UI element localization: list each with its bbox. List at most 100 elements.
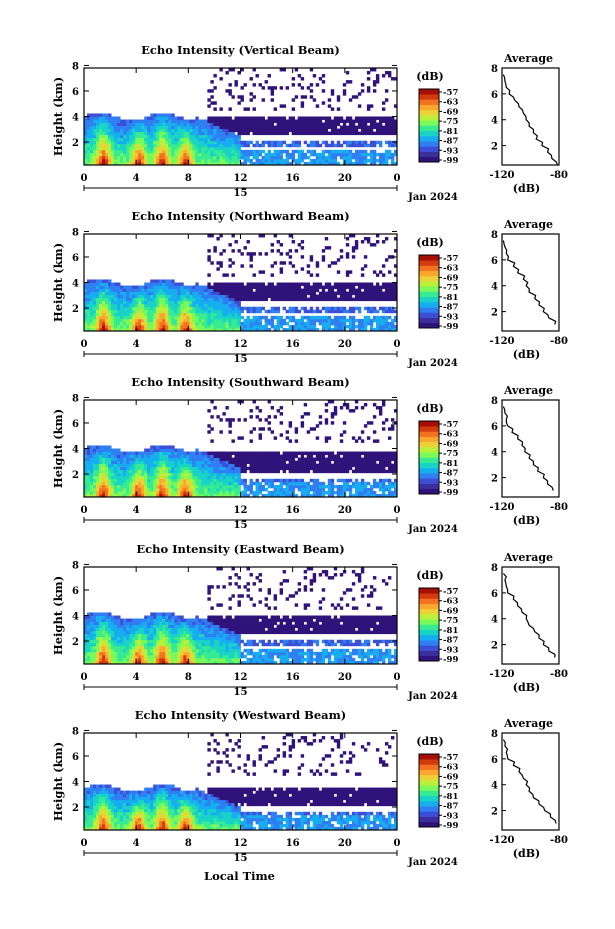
heatmap-cell (273, 125, 278, 130)
heatmap-cell (171, 279, 175, 283)
heatmap-cell (366, 318, 371, 323)
heatmap-cell (384, 158, 389, 163)
heatmap-cell (129, 285, 133, 289)
heatmap-cell (324, 282, 329, 286)
heatmap-cell (87, 300, 91, 305)
heatmap-cell (354, 400, 359, 404)
heatmap-cell (213, 122, 217, 126)
heatmap-cell (147, 324, 151, 329)
heatmap-cell (120, 297, 124, 302)
heatmap-cell (249, 457, 253, 462)
heatmap-cell (192, 484, 196, 489)
heatmap-cell (228, 430, 232, 434)
heatmap-cell (129, 309, 133, 314)
heatmap-cell (267, 469, 271, 474)
heatmap-cell (177, 327, 181, 332)
heatmap-cell (180, 454, 184, 458)
heatmap-cell (162, 146, 166, 151)
heatmap-cell (306, 430, 311, 434)
heatmap-cell (99, 472, 103, 477)
heatmap-cell (237, 161, 241, 166)
heatmap-cell (339, 478, 344, 483)
heatmap-cell (102, 291, 106, 296)
heatmap-cell (282, 466, 287, 471)
heatmap-cell (219, 161, 223, 166)
heatmap-cell (207, 309, 211, 314)
heatmap-cell (192, 137, 196, 142)
heatmap-cell (162, 469, 166, 474)
heatmap-cell (180, 315, 184, 320)
heatmap-cell (264, 158, 268, 163)
heatmap-cell (393, 77, 398, 81)
heatmap-cell (387, 451, 392, 455)
heatmap-cell (84, 327, 88, 332)
heatmap-cell (300, 466, 305, 471)
heatmap-cell (114, 457, 118, 462)
heatmap-cell (210, 285, 214, 289)
heatmap-cell (300, 116, 305, 120)
heatmap-cell (153, 282, 157, 286)
colorbar-segment (419, 452, 439, 458)
heatmap-cell (375, 240, 380, 244)
heatmap-cell (318, 285, 323, 289)
heatmap-cell (318, 415, 323, 419)
colorbar-tick-label: -87 (443, 469, 458, 479)
heatmap-cell (132, 152, 136, 157)
heatmap-cell (228, 291, 232, 296)
heatmap-cell (348, 309, 353, 314)
heatmap-cell (138, 460, 142, 465)
heatmap-cell (204, 155, 208, 160)
heatmap-cell (270, 282, 275, 286)
heatmap-cell (348, 152, 353, 157)
heatmap-cell (90, 633, 94, 638)
heatmap-cell (378, 158, 383, 163)
heatmap-cell (150, 451, 154, 455)
heatmap-cell (117, 161, 121, 166)
heatmap-cell (363, 324, 368, 329)
heatmap-cell (315, 487, 320, 492)
heatmap-cell (189, 155, 193, 160)
heatmap-cell (222, 490, 226, 495)
x-tick-label: 0 (81, 505, 88, 516)
heatmap-cell (144, 294, 148, 299)
heatmap-cell (99, 285, 103, 289)
heatmap-cell (300, 481, 305, 486)
heatmap-cell (243, 291, 247, 296)
heatmap-cell (132, 309, 136, 314)
heatmap-cell (216, 291, 220, 296)
heatmap-cell (195, 457, 199, 462)
heatmap-cell (213, 282, 217, 286)
heatmap-cell (228, 475, 232, 480)
heatmap-cell (144, 454, 148, 458)
heatmap-cell (354, 306, 359, 311)
heatmap-cell (378, 161, 383, 166)
heatmap-cell (378, 306, 383, 311)
heatmap-cell (240, 324, 244, 329)
heatmap-cell (294, 122, 299, 126)
heatmap-cell (198, 306, 202, 311)
heatmap-cell (102, 149, 106, 154)
colorbar-tick-label: -87 (443, 303, 458, 313)
heatmap-cell (114, 451, 118, 455)
heatmap-cell (216, 327, 220, 332)
heatmap-cell (252, 454, 256, 458)
day-label: 15 (234, 354, 248, 365)
heatmap-cell (96, 469, 100, 474)
heatmap-cell (285, 291, 290, 296)
heatmap-cell (195, 303, 199, 308)
heatmap-cell (120, 137, 124, 142)
heatmap-cell (114, 137, 118, 142)
heatmap-cell (84, 463, 88, 468)
heatmap-cell (255, 469, 259, 474)
heatmap-cell (93, 288, 97, 292)
heatmap-cell (348, 487, 353, 492)
heatmap-cell (240, 478, 244, 483)
heatmap-cell (258, 463, 262, 468)
heatmap-cell (102, 493, 106, 498)
heatmap-cell (207, 409, 211, 413)
heatmap-cell (171, 152, 175, 157)
heatmap-cell (132, 146, 136, 151)
heatmap-cell (303, 315, 308, 320)
heatmap-cell (111, 472, 115, 477)
heatmap-cell (360, 466, 365, 471)
